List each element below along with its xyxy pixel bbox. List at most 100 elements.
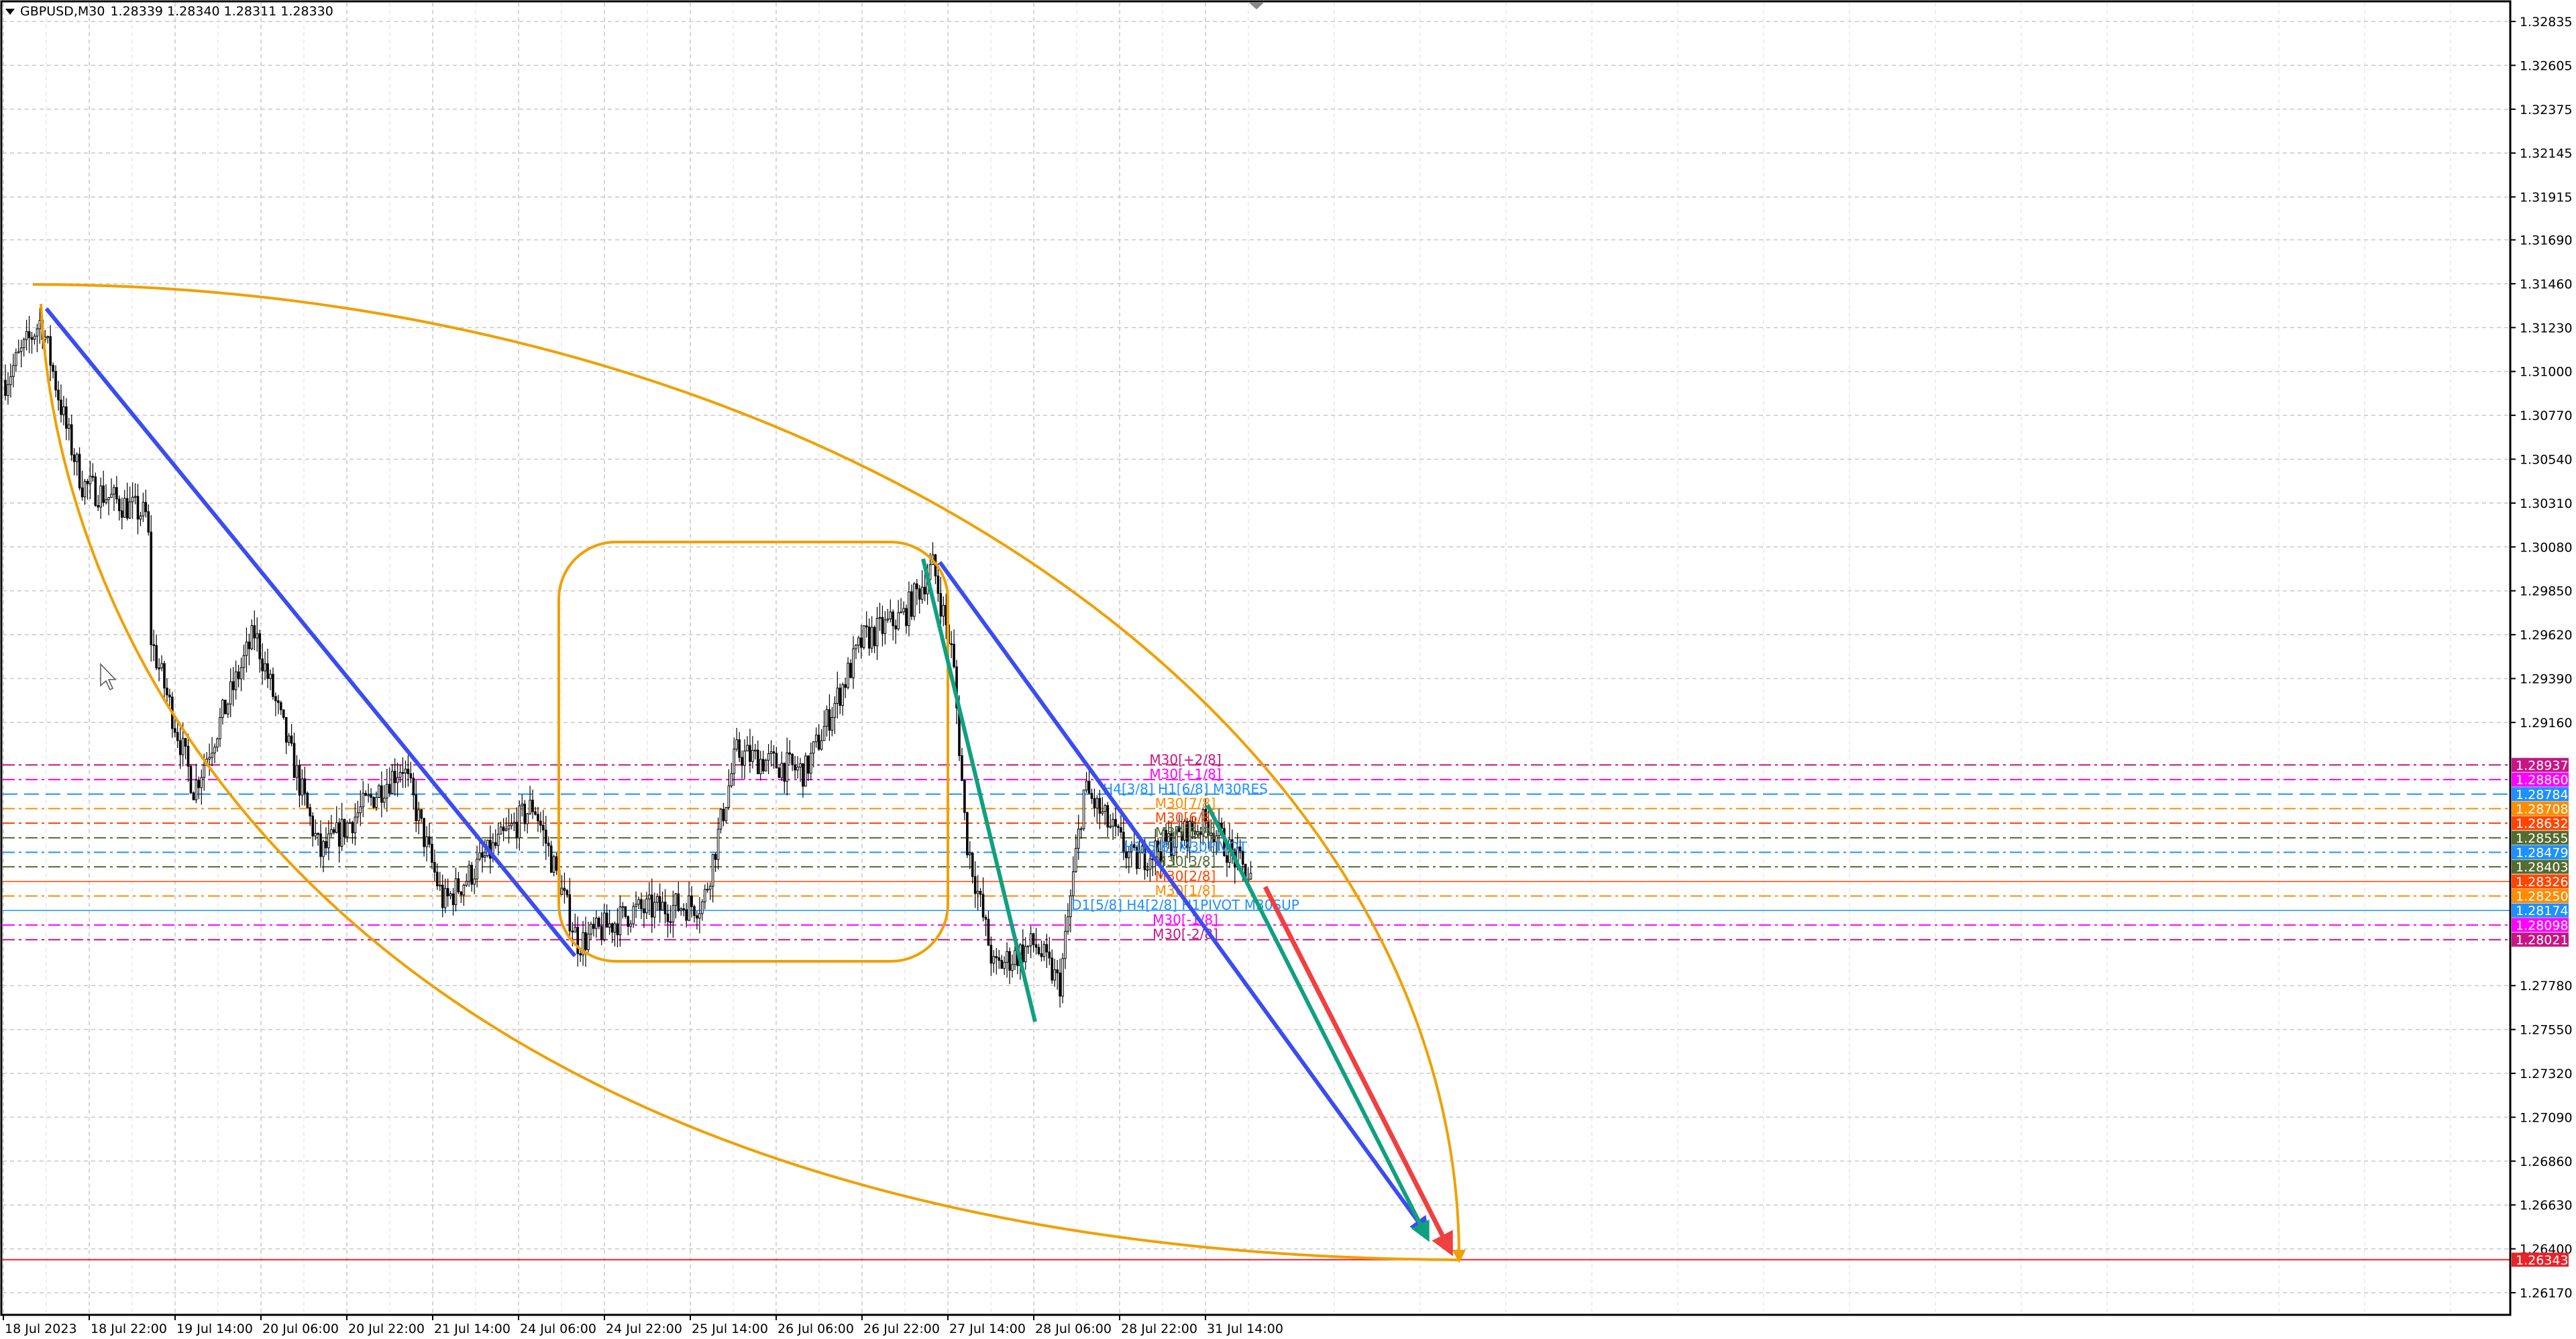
candle-body [449, 893, 452, 896]
candle-body [203, 765, 206, 778]
candle-body [847, 663, 849, 688]
candle-body [761, 759, 765, 771]
candle-body [706, 889, 709, 891]
price-axis-label: 1.29390 [2520, 672, 2573, 686]
rounded-rectangle-drawing[interactable] [557, 541, 949, 963]
candle-body [227, 704, 229, 714]
candle-body [788, 752, 792, 755]
candle-body [166, 688, 168, 696]
candle-body [396, 777, 399, 784]
candle-body [4, 380, 7, 396]
level-label: M30[3/8] [1155, 853, 1216, 869]
time-axis-label: 31 Jul 14:00 [1207, 1322, 1283, 1336]
candle-body [507, 825, 511, 830]
arc-drawing-upper[interactable] [32, 283, 1466, 1263]
candle-body [121, 510, 123, 518]
candle-body [1188, 820, 1191, 848]
candle-body [28, 331, 31, 338]
price-tag [2512, 801, 2569, 816]
candle-body [1061, 958, 1064, 997]
price-axis-label: 1.31915 [2520, 191, 2573, 205]
red-arrow[interactable] [1263, 886, 1453, 1256]
candle-body [1053, 969, 1057, 981]
green-trendline-1[interactable] [921, 558, 1037, 1022]
candle-body [791, 753, 794, 765]
candle-body [388, 784, 391, 794]
price-axis-label: 1.26170 [2520, 1286, 2573, 1301]
candle-body [242, 655, 246, 668]
candle-body [1006, 951, 1008, 963]
candle-body [894, 625, 898, 630]
price-axis-label: 1.30080 [2520, 540, 2573, 555]
level-label: M30[-1/8] [1152, 912, 1218, 928]
candle-body [168, 694, 171, 698]
price-tag-label: 1.28708 [2516, 802, 2569, 816]
price-axis-label: 1.31690 [2520, 233, 2573, 248]
candle-body [476, 859, 478, 879]
candle-body [237, 671, 240, 680]
candle-body [714, 854, 717, 860]
price-tag [2512, 874, 2569, 889]
candle-body [1064, 930, 1067, 959]
candle-body [189, 765, 193, 794]
candle-body [976, 891, 979, 894]
trendline-1[interactable] [44, 307, 577, 957]
candle-body [814, 735, 818, 743]
candle-body [973, 876, 977, 894]
green-arrow[interactable] [1205, 804, 1430, 1242]
time-axis-label: 25 Jul 14:00 [692, 1322, 768, 1336]
candle-body [174, 728, 176, 733]
candle-body [746, 745, 749, 751]
candle-body [1178, 826, 1181, 833]
candle-body [849, 663, 852, 678]
candle-body [629, 923, 633, 927]
candle-body [494, 842, 497, 846]
candle-body [860, 637, 863, 648]
candle-body [1098, 798, 1102, 814]
level-label: M30[7/8] [1155, 795, 1216, 811]
candle-body [1132, 844, 1136, 848]
candle-body [1087, 780, 1091, 794]
candle-body [451, 893, 455, 906]
candle-body [757, 749, 759, 774]
candle-body [998, 957, 1001, 961]
arc-drawing-lower[interactable] [40, 303, 1460, 1261]
candle-body [68, 424, 70, 429]
candle-body [407, 768, 410, 774]
candle-body [942, 604, 945, 617]
trendline-2[interactable] [938, 561, 1430, 1238]
candle-body [231, 681, 235, 690]
candle-body [200, 777, 203, 788]
price-axis-label: 1.27780 [2520, 979, 2573, 994]
candle-body [582, 932, 584, 956]
candle-body [825, 709, 828, 727]
candle-body [841, 684, 845, 706]
candle-body [658, 896, 661, 911]
candle-body [330, 829, 333, 835]
candle-body [70, 424, 73, 456]
candle-body [661, 902, 664, 911]
candle-body [1082, 790, 1085, 829]
chart-shift-marker-icon[interactable] [1249, 3, 1264, 9]
candle-body [415, 794, 418, 821]
price-axis-label: 1.29620 [2520, 628, 2573, 643]
candle-body [995, 956, 998, 959]
candle-body [52, 364, 54, 372]
candle-body [913, 583, 916, 617]
candle-body [711, 854, 714, 887]
time-axis-label: 27 Jul 14:00 [949, 1322, 1026, 1336]
candle-body [905, 608, 908, 627]
candle-body [1067, 916, 1069, 932]
candle-body [412, 778, 415, 796]
candle-body [1106, 805, 1110, 828]
triangle-down-icon[interactable] [5, 8, 15, 15]
candle-body [383, 798, 386, 803]
candle-body [1008, 951, 1011, 971]
level-label: M30[+1/8] [1149, 766, 1221, 782]
ohlc-values: 1.28339 1.28340 1.28311 1.28330 [110, 4, 333, 19]
candle-body [1162, 830, 1165, 861]
candle-body [568, 894, 572, 932]
candle-body [669, 921, 672, 923]
candle-body [608, 923, 611, 928]
